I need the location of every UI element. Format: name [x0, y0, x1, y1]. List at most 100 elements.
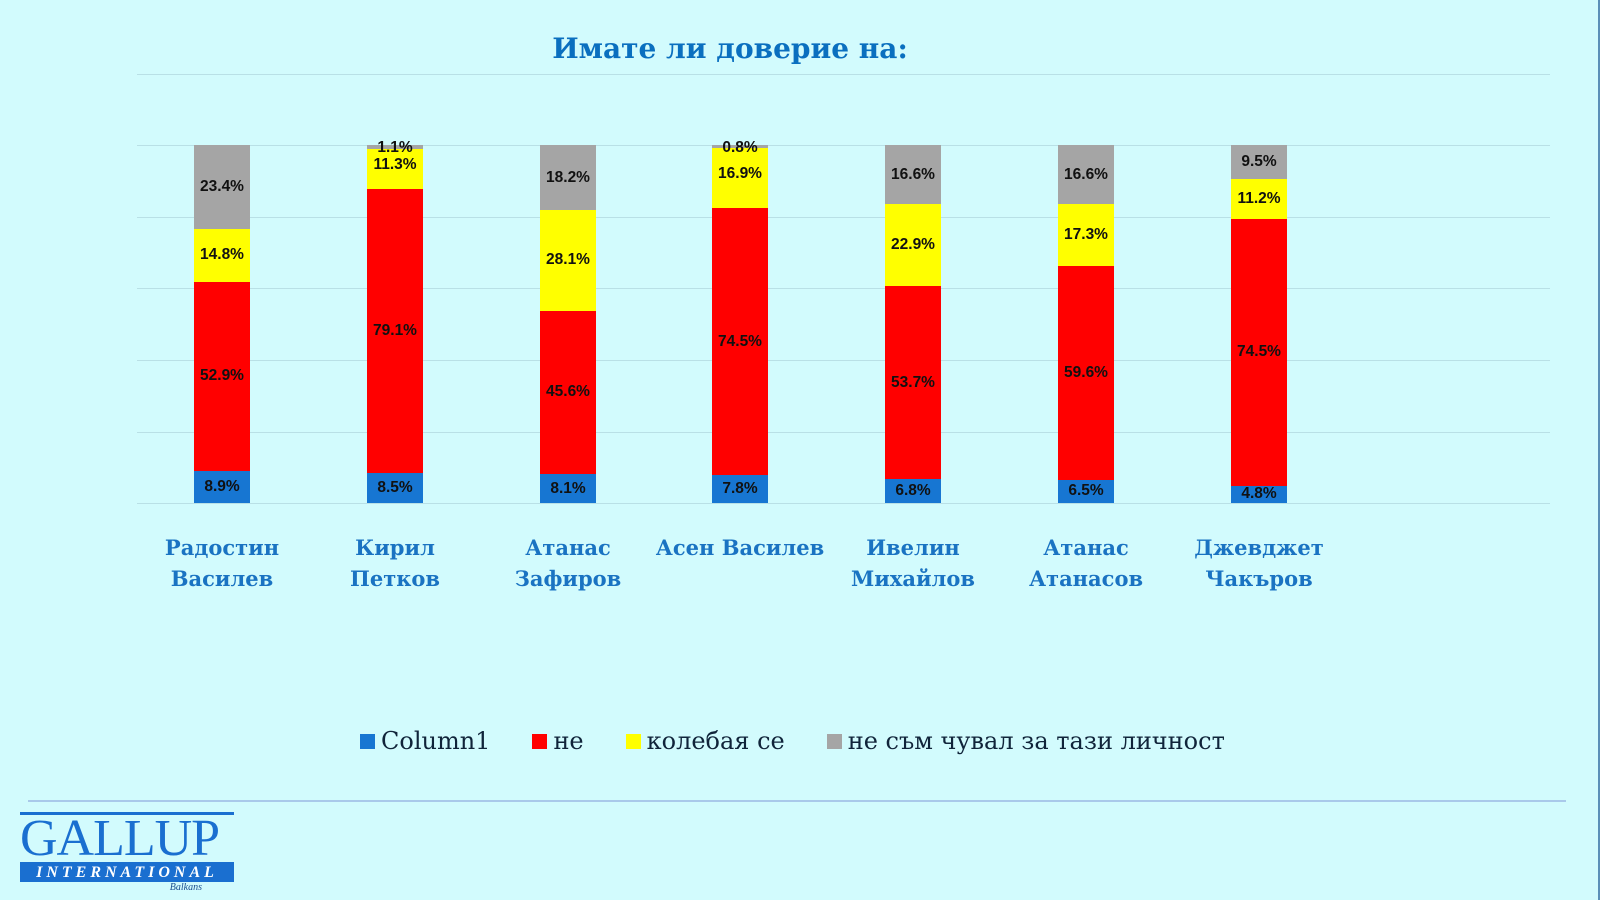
stacked-bar: 8.1% 45.6% 28.1% 18.2% [540, 145, 596, 503]
data-label: 22.9% [891, 236, 935, 254]
gridline [137, 217, 1550, 218]
hesitant-segment: 17.3% [1058, 204, 1114, 267]
legend-item: колебая се [625, 727, 785, 755]
data-label: 1.1% [377, 139, 413, 157]
plot-area: 8.9% 52.9% 14.8% 23.4% 8.5% 79.1% 11.3% 1.1% 8.1… [137, 74, 1550, 504]
hesitant-segment: 22.9% [885, 204, 941, 287]
x-axis-label: Радостин Василев [127, 532, 317, 594]
data-label: 23.4% [200, 177, 244, 195]
legend-label: колебая се [646, 727, 785, 755]
not-heard-segment: 1.1% [367, 139, 423, 156]
gridline [137, 288, 1550, 289]
stacked-bar: 6.8% 53.7% 22.9% 16.6% [885, 145, 941, 503]
column1-segment: 7.8% [712, 475, 768, 503]
data-label: 74.5% [718, 332, 762, 350]
legend-label: Column1 [381, 727, 491, 755]
gridline [137, 432, 1550, 433]
logo-subtitle: INTERNATIONAL [20, 862, 234, 882]
x-axis-label: Атанас Атанасов [991, 532, 1181, 594]
column1-segment: 8.9% [194, 471, 250, 503]
data-label: 8.5% [377, 478, 413, 496]
gridline [137, 74, 1550, 75]
gridline [137, 503, 1550, 504]
legend-item: не съм чувал за тази личност [826, 727, 1225, 755]
stacked-bar: 4.8% 74.5% 11.2% 9.5% [1231, 145, 1287, 503]
x-axis-label: Асен Василев [645, 532, 835, 563]
legend-label: не съм чувал за тази личност [847, 727, 1225, 755]
x-axis-label-line: Василев [170, 566, 274, 591]
ne-segment: 59.6% [1058, 266, 1114, 480]
x-axis-label-line: Михайлов [851, 566, 975, 591]
hesitant-segment: 28.1% [540, 210, 596, 311]
data-label: 6.8% [895, 481, 931, 499]
data-label: 16.9% [718, 165, 762, 183]
data-label: 18.2% [546, 168, 590, 186]
column1-segment: 6.8% [885, 478, 941, 503]
x-axis-label-line: Кирил [355, 535, 435, 560]
gridline [137, 145, 1550, 146]
footer-divider [28, 800, 1566, 802]
data-label: 14.8% [200, 246, 244, 264]
ne-segment: 74.5% [712, 208, 768, 476]
stacked-bar: 6.5% 59.6% 17.3% 16.6% [1058, 145, 1114, 503]
not-heard-segment: 0.8% [712, 139, 768, 156]
x-axis-label-line: Ивелин [866, 535, 960, 560]
data-label: 16.6% [891, 165, 935, 183]
data-label: 17.3% [1064, 226, 1108, 244]
legend-swatch-icon [826, 733, 842, 749]
stacked-bar: 7.8% 74.5% 16.9% 0.8% [712, 139, 768, 503]
x-axis-label-line: Атанас [1043, 535, 1129, 560]
ne-segment: 53.7% [885, 286, 941, 479]
data-label: 4.8% [1241, 485, 1277, 503]
data-label: 7.8% [722, 480, 758, 498]
x-axis-label-line: Чакъров [1205, 566, 1313, 591]
data-label: 52.9% [200, 367, 244, 385]
x-axis-label-line: Зафиров [514, 566, 622, 591]
data-label: 28.1% [546, 251, 590, 269]
data-label: 8.9% [204, 478, 240, 496]
ne-segment: 52.9% [194, 281, 250, 472]
data-label: 45.6% [546, 383, 590, 401]
not-heard-segment: 23.4% [194, 145, 250, 229]
column1-segment: 6.5% [1058, 479, 1114, 503]
x-axis-label: Джевджет Чакъров [1164, 532, 1354, 594]
chart-title: Имате ли доверие на: [552, 32, 908, 65]
legend-item: не [532, 727, 584, 755]
ne-segment: 79.1% [367, 189, 423, 473]
x-axis-label: Ивелин Михайлов [818, 532, 1008, 594]
column1-segment: 8.5% [367, 472, 423, 503]
not-heard-segment: 16.6% [885, 145, 941, 205]
hesitant-segment: 11.2% [1231, 179, 1287, 220]
data-label: 8.1% [550, 479, 586, 497]
x-axis-label-line: Петков [350, 566, 440, 591]
logo-wordmark: GALLUP [20, 810, 220, 867]
stacked-bar: 8.9% 52.9% 14.8% 23.4% [194, 145, 250, 503]
column1-segment: 8.1% [540, 474, 596, 503]
legend-label: не [553, 727, 584, 755]
data-label: 53.7% [891, 373, 935, 391]
ne-segment: 45.6% [540, 310, 596, 475]
gallup-logo: GALLUP INTERNATIONAL Balkans [20, 812, 236, 893]
data-label: 0.8% [722, 139, 758, 157]
legend-swatch-icon [625, 733, 641, 749]
x-axis-label-line: Джевджет [1194, 535, 1324, 560]
x-axis-label: Кирил Петков [300, 532, 490, 594]
not-heard-segment: 18.2% [540, 145, 596, 211]
ne-segment: 74.5% [1231, 219, 1287, 486]
stacked-bar: 8.5% 79.1% 11.3% 1.1% [367, 139, 423, 503]
x-axis-label-line: Атанасов [1028, 566, 1144, 591]
slide-right-border [1598, 0, 1600, 900]
logo-region: Balkans [169, 882, 202, 893]
hesitant-segment: 16.9% [712, 147, 768, 209]
x-axis-label-line: Радостин [164, 535, 280, 560]
logo-rule [20, 812, 234, 815]
data-label: 16.6% [1064, 165, 1108, 183]
x-axis-label-line: Атанас [525, 535, 611, 560]
x-axis-label-line: Асен Василев [655, 535, 825, 560]
chart-legend: Column1 не колебая се не съм чувал за тази … [360, 727, 1267, 755]
x-axis-label: Атанас Зафиров [473, 532, 663, 594]
hesitant-segment: 11.3% [367, 148, 423, 190]
legend-swatch-icon [532, 733, 548, 749]
legend-item: Column1 [360, 727, 490, 755]
data-label: 79.1% [373, 321, 417, 339]
